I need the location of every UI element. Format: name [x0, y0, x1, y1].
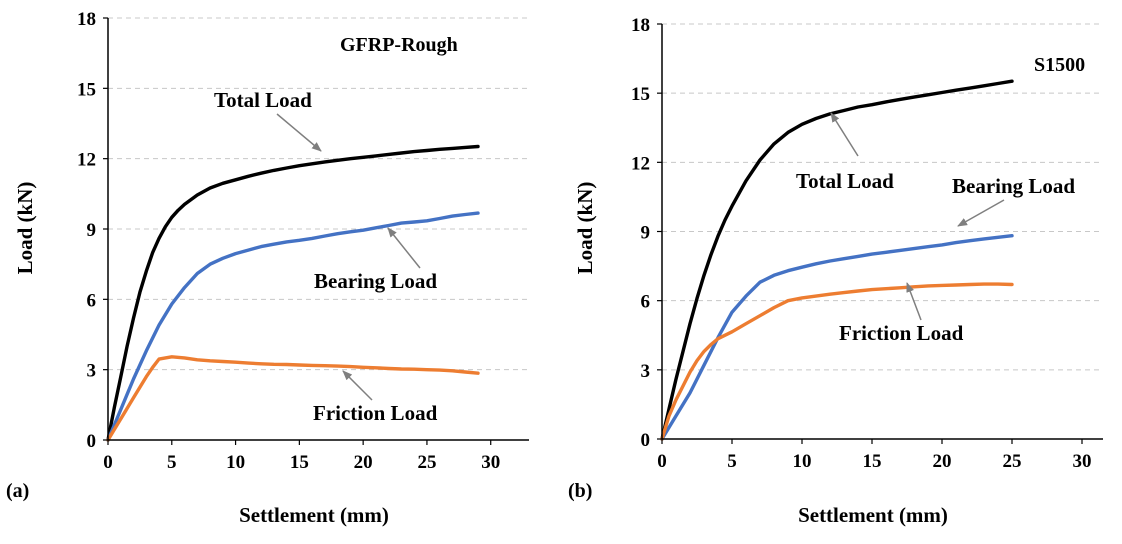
annotation-total-load-a: Total Load	[214, 88, 312, 112]
arrow-friction-load-b	[906, 282, 922, 321]
annotation-bearing-load-b: Bearing Load	[952, 174, 1075, 198]
x-tick-label-a-15: 15	[290, 452, 309, 473]
x-tick-label-a-0: 0	[103, 452, 113, 473]
annotation-friction-load-b: Friction Load	[839, 321, 964, 345]
x-tick-label-a-10: 10	[226, 452, 245, 473]
axes-b	[657, 23, 1103, 444]
x-tick-label-b-20: 20	[933, 451, 952, 472]
chart-panel-b: 0 5 10 15 20 25 30 0 3 6 9 12 15 18 S1500 Settlement…	[568, 15, 1103, 527]
arrow-friction-load-a	[342, 370, 373, 401]
annotation-total-load-b: Total Load	[796, 169, 894, 193]
y-tick-label-a-18: 18	[77, 9, 96, 30]
y-tick-label-a-0: 0	[87, 431, 97, 452]
x-tick-label-a-25: 25	[417, 452, 436, 473]
series-line-b-bearing-load	[660, 233, 1014, 441]
grid-lines-a	[108, 17, 529, 371]
panel-label-a: (a)	[6, 480, 29, 502]
series-group-b	[660, 79, 1014, 441]
y-tick-label-b-6: 6	[641, 292, 651, 313]
annotation-friction-load-a: Friction Load	[313, 401, 438, 425]
y-tick-label-b-15: 15	[631, 84, 650, 105]
y-axis-title-a: Load (kN)	[13, 182, 37, 275]
y-tick-label-a-12: 12	[77, 150, 96, 171]
y-tick-label-a-3: 3	[87, 361, 97, 382]
y-tick-label-b-3: 3	[641, 361, 651, 382]
arrow-bearing-load-a	[387, 227, 421, 269]
series-line-b-total-load	[660, 79, 1014, 441]
x-tick-label-a-5: 5	[167, 452, 177, 473]
x-axis-title-b: Settlement (mm)	[798, 503, 948, 527]
y-tick-label-a-9: 9	[87, 220, 97, 241]
series-group-a	[106, 144, 480, 442]
panel-label-b: (b)	[568, 480, 592, 502]
y-tick-label-b-18: 18	[631, 15, 650, 36]
annotation-bearing-load-a: Bearing Load	[314, 269, 437, 293]
series-line-a-total-load	[106, 144, 480, 442]
x-tick-labels-a: 0 5 10 15 20 25 30	[103, 452, 500, 473]
series-line-a-friction-load	[106, 355, 480, 442]
y-axis-title-b: Load (kN)	[573, 182, 597, 275]
chart-title-a: GFRP-Rough	[340, 34, 458, 56]
arrow-total-load-a	[276, 113, 322, 152]
y-tick-label-b-12: 12	[631, 153, 650, 174]
axes-a	[103, 17, 529, 445]
x-tick-label-b-10: 10	[793, 451, 812, 472]
x-tick-label-b-25: 25	[1003, 451, 1022, 472]
series-line-b-friction-load	[660, 282, 1014, 441]
x-axis-title-a: Settlement (mm)	[239, 503, 389, 527]
x-tick-label-b-30: 30	[1073, 451, 1092, 472]
series-line-a-bearing-load	[106, 211, 480, 442]
x-tick-label-b-0: 0	[657, 451, 667, 472]
y-tick-label-a-15: 15	[77, 79, 96, 100]
arrow-total-load-b	[830, 112, 859, 157]
x-tick-label-b-5: 5	[727, 451, 737, 472]
chart-title-b: S1500	[1034, 54, 1085, 76]
x-tick-label-b-15: 15	[863, 451, 882, 472]
y-tick-labels-a: 0 3 6 9 12 15 18	[77, 9, 96, 452]
y-tick-label-b-0: 0	[641, 430, 651, 451]
arrow-bearing-load-b	[957, 199, 1005, 227]
x-tick-labels-b: 0 5 10 15 20 25 30	[657, 451, 1091, 472]
grid-lines-b	[662, 23, 1103, 371]
y-tick-label-a-6: 6	[87, 290, 97, 311]
x-tick-label-a-20: 20	[354, 452, 373, 473]
y-tick-label-b-9: 9	[641, 223, 651, 244]
x-tick-label-a-30: 30	[481, 452, 500, 473]
chart-panel-a: 0 5 10 15 20 25 30 0 3 6 9 12 15 18 GFRP-Rough Settl…	[6, 9, 529, 527]
y-tick-labels-b: 0 3 6 9 12 15 18	[631, 15, 650, 451]
